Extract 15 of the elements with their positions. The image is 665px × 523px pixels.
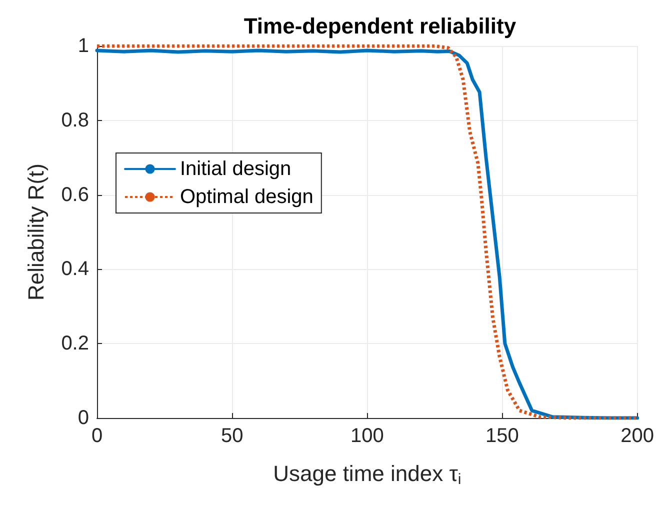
y-axis-title: Reliability R(t) [24,164,48,300]
y-tick-label: 1 [78,35,89,57]
x-tick-label: 150 [486,425,519,447]
y-tick-label: 0.2 [61,332,89,355]
y-tick-label: 0.8 [61,109,89,132]
x-tick-label: 0 [91,425,103,447]
y-tick-label: 0 [78,407,89,429]
legend-label: Initial design [180,158,292,180]
chart-title: Time-dependent reliability [244,14,517,38]
y-tick-label: 0.4 [61,258,89,280]
x-tick-label: 100 [350,425,384,447]
y-tick-label: 0.6 [61,184,89,206]
x-tick-label: 50 [220,425,244,447]
legend-label: Optimal design [180,186,314,208]
x-tick-label: 200 [620,425,654,447]
